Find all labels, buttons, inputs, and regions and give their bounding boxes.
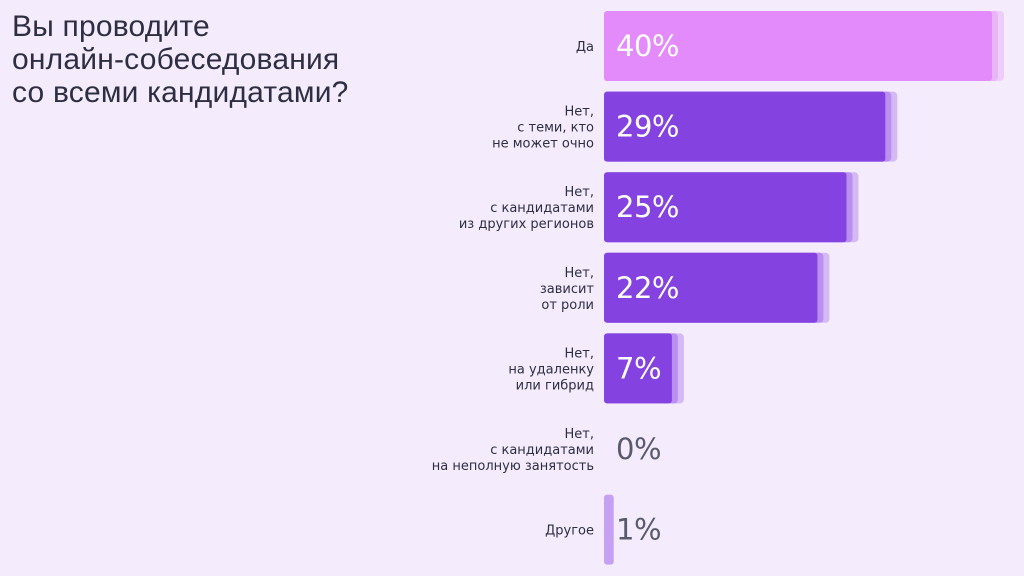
bar <box>604 172 847 243</box>
category-label: с теми, кто <box>517 121 594 136</box>
category-label: из других регионов <box>459 217 594 232</box>
value-label: 25% <box>616 190 679 224</box>
bar <box>604 11 992 81</box>
value-label: 1% <box>616 513 661 547</box>
category-label: на неполную занятость <box>432 459 594 474</box>
chart-title-line: онлайн-собеседования <box>12 43 340 76</box>
value-label: 0% <box>616 432 661 466</box>
value-label: 29% <box>616 110 679 144</box>
category-label: Нет, <box>565 105 594 120</box>
category-label: от роли <box>541 298 594 313</box>
category-label: Нет, <box>565 185 594 200</box>
value-label: 22% <box>616 271 679 305</box>
category-label: или гибрид <box>516 378 594 393</box>
chart-title: Вы проводите онлайн-собеседования со все… <box>12 10 442 109</box>
bar-row: 1% Другое <box>545 494 662 565</box>
category-label: на удаленку <box>508 362 594 377</box>
category-label: Нет, <box>565 346 594 361</box>
category-label: Нет, <box>565 427 594 442</box>
category-label: с кандидатами <box>490 443 594 458</box>
category-label: Нет, <box>565 266 594 281</box>
category-label: зависит <box>540 282 595 297</box>
category-label: Да <box>576 40 594 55</box>
value-label: 40% <box>616 29 679 63</box>
bar <box>604 494 614 565</box>
bar-row: 40% Да <box>576 11 1004 81</box>
category-label: Другое <box>545 524 594 539</box>
chart-title-line: Вы проводите <box>12 10 210 43</box>
category-label: с кандидатами <box>490 201 594 216</box>
bar <box>604 333 672 404</box>
category-label: не может очно <box>492 137 594 152</box>
chart-title-line: со всеми кандидатами? <box>12 76 349 109</box>
bar <box>604 91 886 162</box>
bar <box>604 252 818 323</box>
value-label: 7% <box>616 351 661 385</box>
